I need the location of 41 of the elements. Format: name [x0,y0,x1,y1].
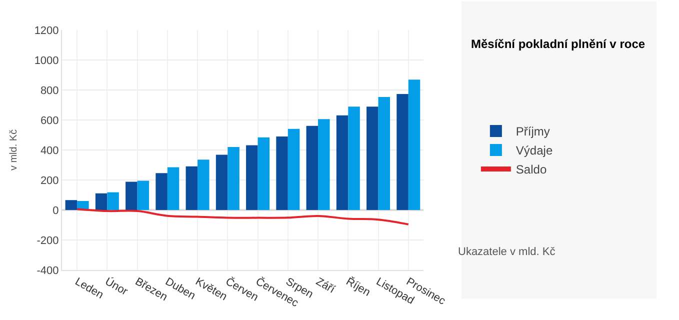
y-axis-title: v mld. Kč [8,129,20,171]
y-tick-label: -200 [36,234,59,247]
y-tick-label: -400 [36,264,59,277]
bar [137,180,150,210]
y-tick-label: 200 [40,174,59,187]
bar [318,119,330,210]
y-tick-label: 800 [40,84,59,97]
y-tick-label: 600 [40,114,59,127]
bar [408,80,420,210]
bar [276,136,288,210]
bar [107,192,119,210]
text: Měsíční pokladní plnění v roce [471,37,646,51]
bar [216,154,228,210]
bar [186,166,198,210]
bar [396,94,408,210]
bar [336,115,348,210]
bar [228,147,240,210]
bar [378,97,390,210]
legend-label: Příjmy [516,124,550,139]
bar [95,193,108,210]
line-series [76,208,410,226]
bar [198,160,210,210]
bar [288,128,300,210]
y-tick-label: 1000 [34,54,59,67]
text: Ukazatele v mld. Kč [458,246,556,258]
bar [306,126,318,210]
bar [246,145,258,210]
legend-label: Saldo [516,162,547,177]
y-tick-label: 400 [40,144,59,157]
bar [126,182,138,210]
y-tick-label: 0 [52,204,59,217]
legend-label: Výdaje [516,144,553,158]
x-tick-label: Únor [102,274,130,298]
y-tick-label: 1200 [34,24,59,37]
bar [348,106,360,210]
bar [366,106,378,210]
bar [156,173,168,210]
bar [167,167,180,210]
x-tick-label: Září [314,276,338,296]
bar [65,200,78,210]
bar [258,137,270,210]
